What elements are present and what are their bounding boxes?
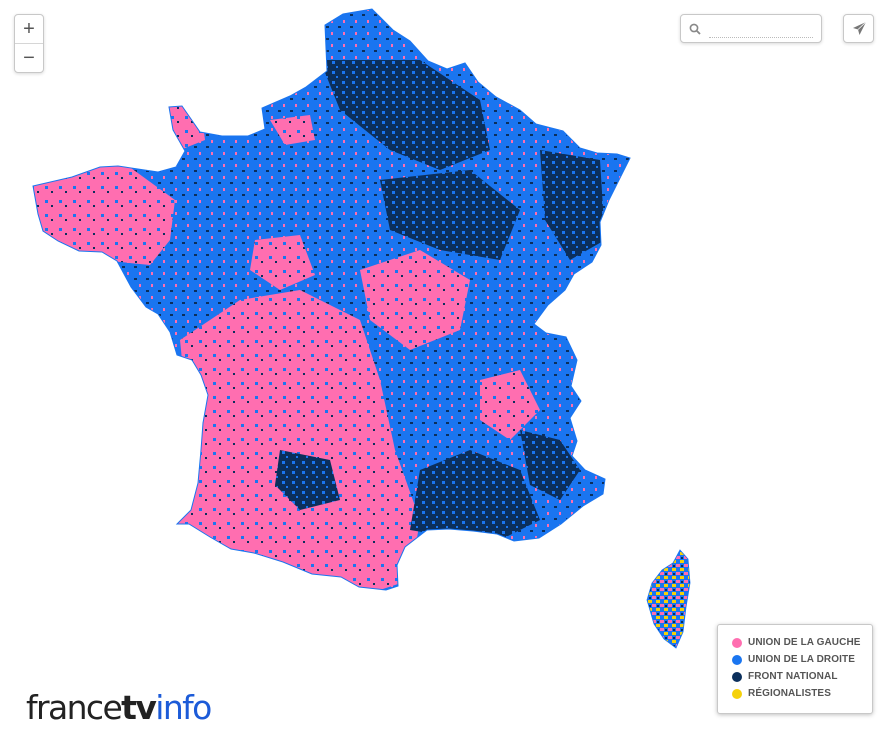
legend-item-union-de-la-droite: UNION DE LA DROITE bbox=[732, 651, 872, 668]
search-icon bbox=[689, 23, 701, 35]
legend-item-front-national: FRONT NATIONAL bbox=[732, 668, 872, 685]
logo-part-tv: tv bbox=[121, 688, 157, 727]
map-legend: UNION DE LA GAUCHE UNION DE LA DROITE FR… bbox=[717, 624, 873, 714]
legend-label: UNION DE LA GAUCHE bbox=[748, 637, 861, 648]
corsica[interactable] bbox=[640, 545, 700, 655]
legend-label: UNION DE LA DROITE bbox=[748, 654, 855, 665]
paper-plane-icon bbox=[853, 21, 867, 35]
logo-part-france: france bbox=[26, 688, 123, 727]
legend-swatch bbox=[732, 671, 742, 682]
search-input[interactable] bbox=[709, 21, 813, 38]
share-button[interactable] bbox=[843, 14, 874, 43]
legend-swatch bbox=[732, 688, 742, 699]
zoom-in-button[interactable]: + bbox=[23, 18, 35, 40]
legend-swatch bbox=[732, 654, 742, 665]
legend-item-union-de-la-gauche: UNION DE LA GAUCHE bbox=[732, 634, 872, 651]
francetvinfo-logo: francetvinfo bbox=[26, 688, 212, 728]
legend-swatch bbox=[732, 637, 742, 648]
legend-label: FRONT NATIONAL bbox=[748, 671, 838, 682]
logo-part-info: info bbox=[155, 688, 212, 727]
zoom-out-button[interactable]: − bbox=[15, 43, 43, 72]
legend-label: RÉGIONALISTES bbox=[748, 688, 831, 699]
zoom-control: + − bbox=[14, 14, 44, 73]
legend-item-regionalistes: RÉGIONALISTES bbox=[732, 685, 872, 702]
search-box[interactable] bbox=[680, 14, 822, 43]
